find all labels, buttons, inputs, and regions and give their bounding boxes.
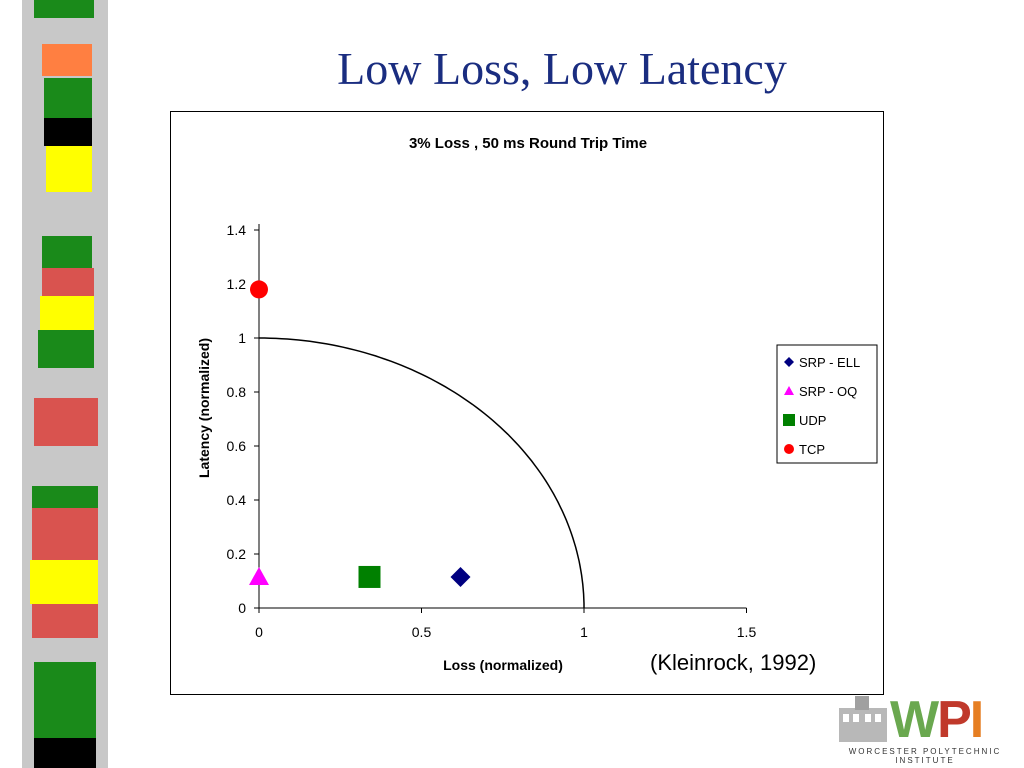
decorative-color-strip: [22, 0, 108, 768]
x-tick-label: 0.5: [412, 624, 432, 640]
legend-label: SRP - OQ: [799, 384, 857, 399]
x-tick-label: 1.5: [737, 624, 757, 640]
chart-legend: SRP - ELL SRP - OQ UDP TCP: [776, 344, 878, 464]
point-srp-oq: [249, 566, 269, 585]
wpi-tagline: WORCESTER POLYTECHNIC INSTITUTE: [848, 747, 1002, 765]
y-tick-label: 0: [238, 600, 246, 616]
y-tick-label: 0.4: [227, 492, 247, 508]
building-icon: [839, 696, 887, 742]
legend-label: TCP: [799, 442, 825, 457]
point-srp-ell: [450, 566, 471, 587]
y-tick-label: 1.4: [227, 222, 247, 238]
slide-title: Low Loss, Low Latency: [337, 43, 787, 94]
legend-marker: [784, 444, 794, 454]
y-axis-label: Latency (normalized): [196, 338, 212, 478]
legend-marker: [784, 386, 794, 395]
wpi-logo: WPI WORCESTER POLYTECHNIC INSTITUTE: [835, 690, 1015, 768]
legend-marker: [784, 357, 794, 367]
reference-curve: [259, 337, 585, 608]
legend-marker: [783, 414, 795, 426]
scatter-chart: 3% Loss , 50 ms Round Trip Time 0 0.2 0.4 0…: [196, 135, 878, 673]
chart-title: 3% Loss , 50 ms Round Trip Time: [409, 135, 647, 152]
legend-label: SRP - ELL: [799, 355, 860, 370]
y-tick-label: 1: [238, 330, 246, 346]
citation: (Kleinrock, 1992): [650, 650, 817, 675]
y-tick-label: 0.6: [227, 438, 247, 454]
wpi-wordmark: WPI: [890, 691, 984, 749]
y-tick-label: 0.8: [227, 384, 247, 400]
legend-label: UDP: [799, 413, 826, 428]
point-udp: [358, 565, 381, 588]
y-tick-label: 0.2: [227, 546, 247, 562]
y-tick-label: 1.2: [227, 276, 247, 292]
chart-frame: 3% Loss , 50 ms Round Trip Time 0 0.2 0.4 0…: [170, 111, 884, 695]
legend-box: [776, 344, 878, 464]
point-tcp: [250, 280, 268, 299]
x-axis-label: Loss (normalized): [443, 657, 563, 673]
x-tick-label: 1: [580, 624, 588, 640]
x-tick-label: 0: [255, 624, 263, 640]
